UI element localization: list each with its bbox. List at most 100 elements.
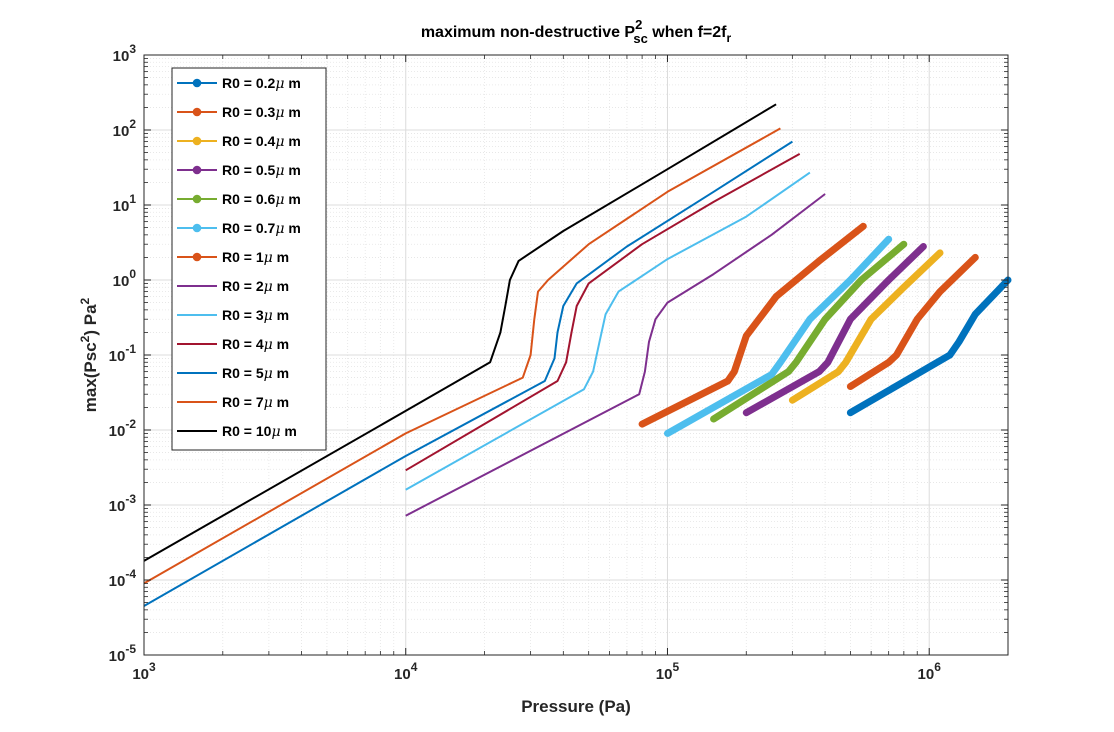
legend-label: R0 = 3μ m <box>222 307 289 324</box>
legend-label-value: R0 = 4 <box>222 336 264 352</box>
y-tick-label: 10-4 <box>109 567 137 590</box>
tick-base: 10 <box>109 498 126 515</box>
legend-label-value: R0 = 0.6 <box>222 191 276 207</box>
tick-exponent: 2 <box>129 117 136 131</box>
legend-label: R0 = 0.6μ m <box>222 191 301 208</box>
legend-label: R0 = 2μ m <box>222 278 289 295</box>
legend-marker <box>192 223 202 233</box>
series-line-1 <box>846 276 1012 417</box>
legend-item: R0 = 1μ m <box>177 249 289 266</box>
legend-marker <box>192 252 202 262</box>
tick-exponent: -1 <box>125 342 136 356</box>
legend-label: R0 = 4μ m <box>222 336 289 353</box>
plot-frame <box>143 54 1009 656</box>
legend-item: R0 = 3μ m <box>177 307 289 324</box>
x-tick-labels: 103 104 105 106 <box>132 660 941 683</box>
legend-label-unit: m <box>284 75 300 91</box>
legend-item: R0 = 0.4μ m <box>177 133 301 150</box>
tick-exponent: -4 <box>125 567 136 581</box>
legend-label-value: R0 = 2 <box>222 278 264 294</box>
legend-label-unit: m <box>284 162 300 178</box>
y-tick-label: 10-5 <box>109 642 137 665</box>
legend-label-mu: μ <box>275 221 284 237</box>
legend-label-mu: μ <box>275 192 284 208</box>
legend-item: R0 = 4μ m <box>177 336 289 353</box>
tick-base: 10 <box>918 666 935 683</box>
legend: R0 = 0.2μ mR0 = 0.3μ mR0 = 0.4μ mR0 = 0.… <box>171 67 327 451</box>
legend-label-value: R0 = 5 <box>222 365 264 381</box>
legend-label-unit: m <box>273 365 289 381</box>
tick-exponent: 3 <box>149 660 156 674</box>
y-tick-label: 103 <box>113 42 137 65</box>
tick-exponent: 1 <box>129 192 136 206</box>
x-tick-label: 105 <box>656 660 680 683</box>
legend-label-mu: μ <box>271 424 280 440</box>
legend-label-mu: μ <box>264 279 273 295</box>
legend-label-mu: μ <box>264 337 273 353</box>
y-tick-label: 101 <box>113 192 137 215</box>
legend-label: R0 = 0.2μ m <box>222 75 301 92</box>
legend-item: R0 = 7μ m <box>177 394 289 411</box>
y-tick-label: 10-2 <box>109 417 137 440</box>
tick-base: 10 <box>109 348 126 365</box>
tick-base: 10 <box>394 666 411 683</box>
tick-exponent: 6 <box>934 660 941 674</box>
legend-marker <box>192 165 202 175</box>
title-suffix: when f=2f <box>648 24 727 41</box>
legend-item: R0 = 2μ m <box>177 278 289 295</box>
tick-base: 10 <box>113 273 130 290</box>
legend-label-unit: m <box>273 394 289 410</box>
tick-base: 10 <box>132 666 149 683</box>
legend-label-mu: μ <box>264 308 273 324</box>
legend-label-unit: m <box>273 249 289 265</box>
x-tick-label: 104 <box>394 660 418 683</box>
tick-base: 10 <box>113 123 130 140</box>
tick-exponent: -5 <box>125 642 136 656</box>
legend-label-value: R0 = 0.4 <box>222 133 276 149</box>
legend-marker <box>192 194 202 204</box>
series-line-9 <box>405 171 811 491</box>
tick-base: 10 <box>109 573 126 590</box>
title-prefix: maximum non-destructive P <box>421 24 636 41</box>
legend-label-mu: μ <box>275 134 284 150</box>
legend-label-value: R0 = 7 <box>222 394 264 410</box>
legend-item: R0 = 0.3μ m <box>177 104 301 121</box>
legend-label-value: R0 = 10 <box>222 423 272 439</box>
y-tick-label: 10-1 <box>109 342 137 365</box>
legend-label: R0 = 1μ m <box>222 249 289 266</box>
x-axis-label: Pressure (Pa) <box>521 697 631 716</box>
legend-label: R0 = 0.4μ m <box>222 133 301 150</box>
legend-items: R0 = 0.2μ mR0 = 0.3μ mR0 = 0.4μ mR0 = 0.… <box>177 75 301 440</box>
legend-label-unit: m <box>284 104 300 120</box>
x-tick-label: 103 <box>132 660 156 683</box>
title-suffix-subscript: r <box>727 31 732 45</box>
series-line-4 <box>742 243 927 417</box>
legend-label-mu: μ <box>264 366 273 382</box>
y-tick-label: 10-3 <box>109 492 137 515</box>
legend-label-unit: m <box>273 278 289 294</box>
legend-label-value: R0 = 0.2 <box>222 75 276 91</box>
y-label-sup1: 2 <box>78 335 92 342</box>
legend-item: R0 = 10μ m <box>177 423 297 440</box>
legend-label-value: R0 = 1 <box>222 249 264 265</box>
legend-label-value: R0 = 3 <box>222 307 264 323</box>
tick-exponent: 0 <box>129 267 136 281</box>
tick-exponent: 4 <box>411 660 418 674</box>
legend-label: R0 = 0.3μ m <box>222 104 301 121</box>
y-axis-label: max(Psc2) Pa2 <box>78 297 100 412</box>
chart-title: maximum non-destructive P2 sc when f=2fr <box>421 17 732 46</box>
y-label-sup2: 2 <box>78 297 92 304</box>
y-label-mid: ) Pa <box>81 304 100 336</box>
tick-exponent: -3 <box>125 492 136 506</box>
tick-base: 10 <box>656 666 673 683</box>
series-line-3 <box>788 249 944 404</box>
y-tick-label: 102 <box>113 117 137 140</box>
legend-label-value: R0 = 0.3 <box>222 104 276 120</box>
legend-item: R0 = 0.6μ m <box>177 191 301 208</box>
tick-exponent: 3 <box>129 42 136 56</box>
legend-label-mu: μ <box>275 163 284 179</box>
tick-base: 10 <box>109 423 126 440</box>
x-tick-label: 106 <box>918 660 942 683</box>
legend-label: R0 = 0.5μ m <box>222 162 301 179</box>
